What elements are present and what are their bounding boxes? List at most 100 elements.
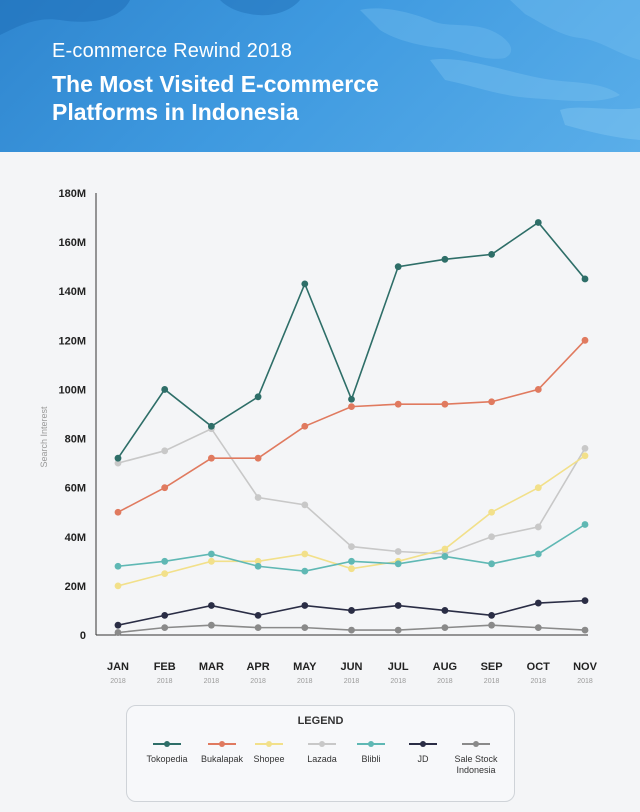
data-point-lazada <box>254 494 262 501</box>
data-point-blibli <box>114 562 122 570</box>
legend-swatch-tokopedia <box>153 741 181 747</box>
data-point-bukalapak <box>161 484 169 492</box>
data-point-shopee <box>301 550 309 558</box>
y-tick-label: 80M <box>65 434 86 446</box>
data-point-bukalapak <box>394 400 402 408</box>
data-point-lazada <box>161 447 169 455</box>
data-point-sale-stock-indonesia <box>161 624 169 632</box>
data-point-lazada <box>488 533 495 541</box>
data-point-blibli <box>301 567 309 575</box>
x-tick-sublabel: 2018 <box>577 678 593 685</box>
x-tick-label: NOV <box>573 661 598 673</box>
data-point-tokopedia <box>208 422 215 430</box>
x-tick-sublabel: 2018 <box>437 678 453 685</box>
data-point-shopee <box>161 570 169 578</box>
data-point-tokopedia <box>441 255 449 263</box>
legend-label: Shopee <box>253 754 285 764</box>
x-tick-label: AUG <box>433 661 457 673</box>
data-point-shopee <box>581 452 589 460</box>
y-tick-label: 0 <box>80 630 86 642</box>
series-line-lazada <box>117 427 586 555</box>
data-point-blibli <box>394 560 402 568</box>
data-point-lazada <box>114 459 122 467</box>
x-tick-label: OCT <box>527 661 551 673</box>
data-point-tokopedia <box>301 280 309 288</box>
data-point-bukalapak <box>488 398 495 406</box>
data-point-bukalapak <box>348 403 355 411</box>
data-point-tokopedia <box>254 393 262 401</box>
legend-label: Sale Stock Indonesia <box>454 754 498 775</box>
y-tick-label: 100M <box>58 384 86 396</box>
legend: LEGEND Tokopedia Bukalapak Shopee Lazada Bli… <box>126 705 515 802</box>
data-point-tokopedia <box>161 386 169 393</box>
x-tick-sublabel: 2018 <box>484 678 500 685</box>
data-point-blibli <box>488 560 495 568</box>
header-banner: E-commerce Rewind 2018 The Most Visited … <box>0 0 640 152</box>
data-point-blibli <box>581 521 589 528</box>
line-chart: Search Interest 0 20M 40M 60M 80M 100M 120M 140… <box>0 152 640 697</box>
x-tick-label: JUN <box>340 661 362 673</box>
legend-swatch-lazada <box>308 741 336 747</box>
y-tick-label: 140M <box>58 286 86 298</box>
x-tick-sublabel: 2018 <box>390 678 406 685</box>
data-point-tokopedia <box>488 250 495 258</box>
x-tick-sublabel: 2018 <box>110 678 126 685</box>
data-point-tokopedia <box>394 263 402 271</box>
data-point-shopee <box>488 508 495 516</box>
data-point-lazada <box>394 548 402 555</box>
data-point-bukalapak <box>534 386 542 393</box>
data-point-shopee <box>348 565 355 573</box>
data-point-jd <box>394 602 402 609</box>
data-point-sale-stock-indonesia <box>488 621 495 629</box>
x-tick-label: SEP <box>481 661 503 673</box>
data-point-tokopedia <box>348 395 355 403</box>
data-point-sale-stock-indonesia <box>394 626 402 634</box>
data-point-bukalapak <box>301 422 309 430</box>
data-point-blibli <box>208 550 215 558</box>
data-point-jd <box>581 597 589 605</box>
legend-label: Lazada <box>307 754 337 764</box>
y-axis-label: Search Interest <box>39 406 49 468</box>
legend-label: Bukalapak <box>200 754 244 764</box>
x-tick-label: JAN <box>107 661 129 673</box>
x-tick-sublabel: 2018 <box>204 678 220 685</box>
data-point-sale-stock-indonesia <box>114 629 122 636</box>
legend-label: Tokopedia <box>146 754 188 764</box>
data-point-tokopedia <box>581 275 589 283</box>
x-tick-sublabel: 2018 <box>344 678 360 685</box>
data-point-sale-stock-indonesia <box>208 621 215 629</box>
legend-items: Tokopedia Bukalapak Shopee Lazada Blibli JD Sa… <box>127 740 514 790</box>
legend-label: JD <box>417 754 429 764</box>
x-tick-label: MAR <box>199 661 224 673</box>
map-background-icon <box>0 0 640 140</box>
data-point-bukalapak <box>208 454 215 462</box>
data-point-jd <box>348 607 355 614</box>
legend-swatch-sale-stock-indonesia <box>462 741 490 747</box>
data-point-shopee <box>208 557 215 565</box>
data-point-tokopedia <box>114 454 122 462</box>
legend-item-bukalapak: Bukalapak <box>192 740 252 765</box>
data-point-bukalapak <box>581 336 589 344</box>
y-tick-label: 180M <box>58 188 86 200</box>
data-point-lazada <box>534 523 542 531</box>
data-point-bukalapak <box>254 454 262 462</box>
data-point-jd <box>488 611 495 619</box>
x-tick-label: JUL <box>388 661 409 673</box>
data-point-jd <box>441 607 449 614</box>
legend-swatch-jd <box>409 741 437 747</box>
legend-swatch-blibli <box>357 741 385 747</box>
legend-item-blibli: Blibli <box>341 740 401 765</box>
data-point-blibli <box>348 557 355 565</box>
page-title: The Most Visited E-commerce Platforms in… <box>52 71 379 125</box>
y-tick-label: 20M <box>65 581 86 593</box>
data-point-blibli <box>161 557 169 565</box>
legend-item-lazada: Lazada <box>292 740 352 765</box>
y-tick-label: 160M <box>58 237 86 249</box>
data-point-shopee <box>254 557 262 565</box>
legend-item-shopee: Shopee <box>239 740 299 765</box>
y-tick-label: 120M <box>58 335 86 347</box>
chart-svg: Search Interest 0 20M 40M 60M 80M 100M 120M 140… <box>39 188 598 685</box>
data-point-jd <box>534 599 542 607</box>
data-point-sale-stock-indonesia <box>348 626 355 634</box>
data-point-jd <box>254 611 262 619</box>
